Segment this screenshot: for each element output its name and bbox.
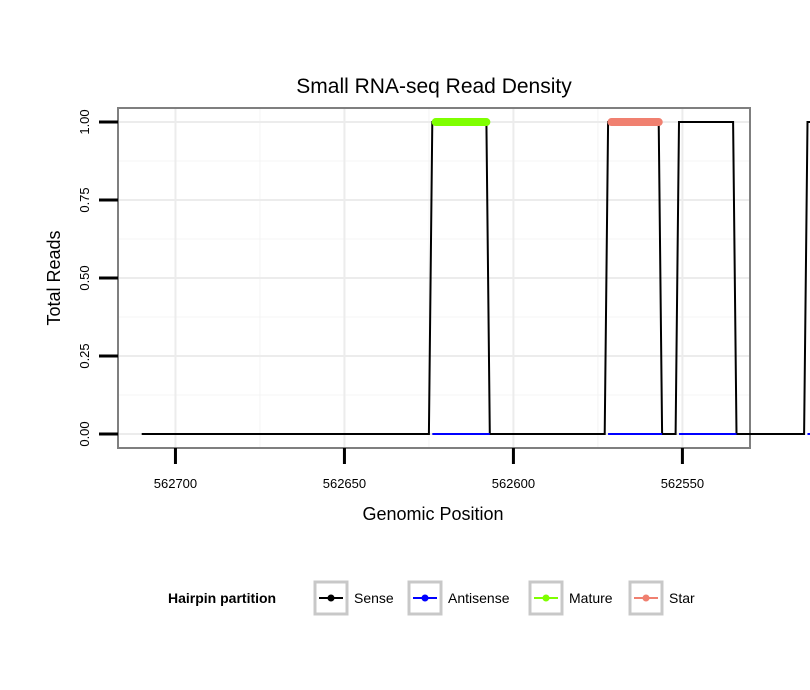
legend-label-sense: Sense — [354, 590, 394, 606]
legend-key-dot-star — [642, 594, 650, 602]
y-tick-label: 0.00 — [77, 421, 92, 446]
chart-title: Small RNA-seq Read Density — [296, 75, 572, 98]
x-tick-label: 562650 — [323, 476, 366, 491]
y-axis-title: Total Reads — [44, 230, 64, 325]
x-tick-label: 562600 — [492, 476, 535, 491]
x-tick-label: 562550 — [661, 476, 704, 491]
legend-title: Hairpin partition — [168, 590, 276, 606]
legend-key-dot-sense — [327, 594, 335, 602]
y-tick-label: 0.50 — [77, 265, 92, 290]
legend-label-antisense: Antisense — [448, 590, 510, 606]
x-tick-label: 562700 — [154, 476, 197, 491]
x-axis-ticks: 562700562650562600562550562500 — [154, 448, 704, 491]
y-tick-label: 1.00 — [77, 109, 92, 134]
legend-items: Sense Antisense Mature Star — [313, 580, 695, 616]
y-axis-ticks: 0.00 0.25 0.50 0.75 1.00 — [77, 109, 118, 447]
y-tick-label: 0.25 — [77, 343, 92, 368]
series-layer — [141, 118, 810, 435]
legend-key-dot-antisense — [421, 594, 429, 602]
legend-label-star: Star — [669, 590, 695, 606]
legend-key-dot-mature — [542, 594, 550, 602]
legend: Hairpin partition Sense Antisense Mature St… — [168, 580, 695, 616]
y-tick-label: 0.75 — [77, 187, 92, 212]
x-axis-title: Genomic Position — [362, 504, 503, 524]
legend-label-mature: Mature — [569, 590, 613, 606]
gridlines — [118, 108, 750, 448]
